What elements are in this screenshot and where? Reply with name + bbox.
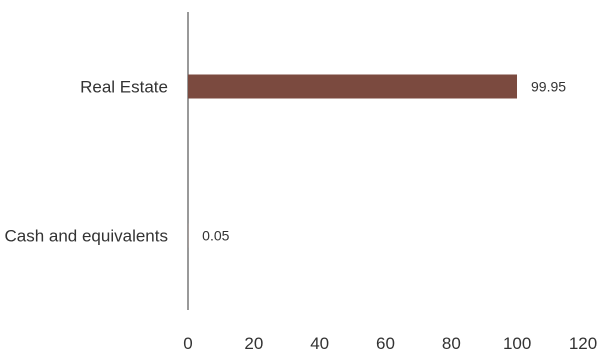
label-layer: 0 20 40 60 80 100 120 Cash and equivalents 0.05 R… bbox=[4, 78, 597, 354]
data-label: 99.95 bbox=[531, 79, 566, 95]
x-tick-label: 0 bbox=[183, 334, 192, 353]
x-tick-label: 40 bbox=[310, 334, 329, 353]
x-tick-label: 100 bbox=[503, 334, 531, 353]
x-tick-label: 60 bbox=[376, 334, 395, 353]
x-tick-label: 20 bbox=[244, 334, 263, 353]
category-label: Real Estate bbox=[80, 78, 168, 97]
bar bbox=[188, 75, 517, 99]
x-tick-label: 120 bbox=[569, 334, 597, 353]
category-label: Cash and equivalents bbox=[4, 227, 168, 246]
x-tick-label: 80 bbox=[442, 334, 461, 353]
bar-layer bbox=[188, 75, 517, 248]
data-label: 0.05 bbox=[202, 228, 229, 244]
